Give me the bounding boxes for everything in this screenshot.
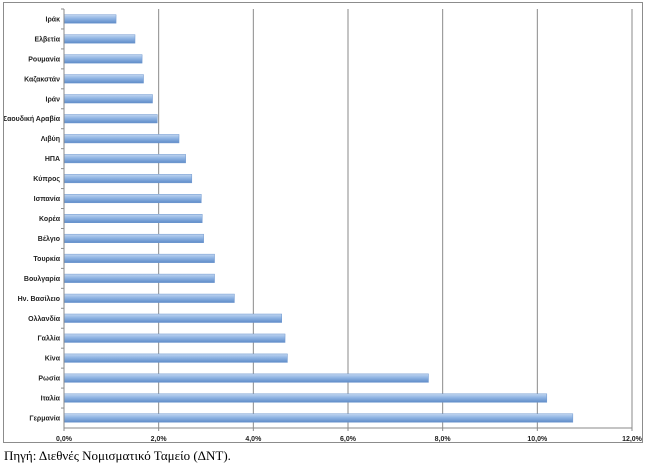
x-tick-label: 10,0% <box>527 436 548 442</box>
category-label: Κίνα <box>45 356 61 363</box>
bar <box>63 174 193 184</box>
bar <box>63 34 136 44</box>
category-label: Ιράκ <box>46 16 61 23</box>
bar <box>63 293 235 303</box>
category-label: Βέλγιο <box>38 235 60 243</box>
bar <box>63 194 202 204</box>
category-label: Κορέα <box>39 216 61 223</box>
bar <box>63 413 574 423</box>
category-label: Γαλλία <box>37 335 60 343</box>
bar <box>63 154 186 164</box>
bar <box>63 253 215 263</box>
x-tick-label: 0,0% <box>56 436 73 442</box>
tick-labels: 0,0% 2,0% 4,0% 6,0% 8,0% 10,0% 12,0% <box>56 436 642 442</box>
axes <box>63 9 632 429</box>
bars <box>63 14 574 423</box>
category-label: Βουλγαρία <box>24 275 61 283</box>
x-tick-label: 6,0% <box>340 436 357 442</box>
category-label: Ην. Βασίλειο <box>18 295 60 303</box>
bar <box>63 74 144 84</box>
category-label: Καζακστάν <box>24 76 60 83</box>
category-label: Σαουδική Αραβία <box>4 116 61 123</box>
source-note: Πηγή: Διεθνές Νομισματικό Ταμείο (ΔΝΤ). <box>4 448 231 463</box>
bar <box>63 373 429 383</box>
bar-chart: Ιράκ Ελβετία Ρουμανία Καζακστάν Ιράν Σαουδική… <box>4 8 642 442</box>
category-label: Κύπρος <box>33 176 60 183</box>
category-label: Ιράν <box>46 96 61 103</box>
chart-frame: Ιράκ Ελβετία Ρουμανία Καζακστάν Ιράν Σαουδική… <box>3 2 643 443</box>
category-label: Γερμανία <box>29 416 60 423</box>
category-label: Ελβετία <box>34 35 60 43</box>
x-tick-label: 8,0% <box>435 436 452 442</box>
category-label: Τουρκία <box>33 256 60 263</box>
bar <box>63 313 282 323</box>
category-label: Ρωσία <box>38 376 60 383</box>
category-labels: Ιράκ Ελβετία Ρουμανία Καζακστάν Ιράν Σαουδική… <box>4 16 61 422</box>
category-label: Ολλανδία <box>28 315 61 323</box>
bar <box>63 114 158 124</box>
x-tick-label: 12,0% <box>622 436 642 442</box>
bar <box>63 233 204 243</box>
category-label: Ρουμανία <box>28 56 60 63</box>
bar <box>63 273 215 283</box>
category-label: Ιταλία <box>41 395 61 403</box>
bar <box>63 94 153 104</box>
category-label: ΗΠΑ <box>45 156 60 163</box>
bar <box>63 134 180 144</box>
bar <box>63 214 203 223</box>
category-label: Ισπανία <box>34 196 61 203</box>
x-tick-label: 2,0% <box>151 436 168 442</box>
bar <box>63 393 548 403</box>
bar <box>63 14 117 24</box>
bar <box>63 353 288 363</box>
category-label: Λιβύη <box>41 136 60 143</box>
x-tick-label: 4,0% <box>245 436 262 442</box>
bar <box>63 333 286 343</box>
bar <box>63 54 143 64</box>
